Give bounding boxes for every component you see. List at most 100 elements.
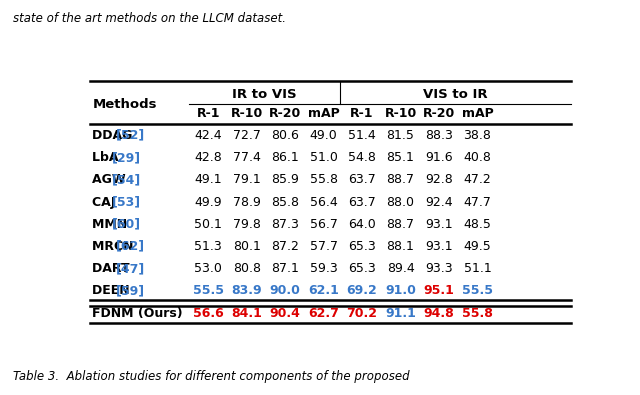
Text: 87.1: 87.1 <box>271 262 299 275</box>
Text: 49.0: 49.0 <box>310 129 337 142</box>
Text: CAJ: CAJ <box>92 196 120 209</box>
Text: 88.7: 88.7 <box>387 218 415 231</box>
Text: R-20: R-20 <box>423 107 455 120</box>
Text: 49.1: 49.1 <box>195 173 222 186</box>
Text: [59]: [59] <box>116 284 145 297</box>
Text: 88.7: 88.7 <box>387 173 415 186</box>
Text: 63.7: 63.7 <box>348 173 376 186</box>
Text: 38.8: 38.8 <box>463 129 492 142</box>
Text: 56.7: 56.7 <box>310 218 337 231</box>
Text: 93.1: 93.1 <box>425 240 452 253</box>
Text: 62.1: 62.1 <box>308 284 339 297</box>
Text: R-10: R-10 <box>385 107 417 120</box>
Text: [62]: [62] <box>116 240 145 253</box>
Text: [47]: [47] <box>116 262 145 275</box>
Text: 77.4: 77.4 <box>233 151 260 164</box>
Text: 87.2: 87.2 <box>271 240 299 253</box>
Text: 85.8: 85.8 <box>271 196 300 209</box>
Text: [60]: [60] <box>111 218 141 231</box>
Text: 47.2: 47.2 <box>463 173 492 186</box>
Text: [52]: [52] <box>116 129 145 142</box>
Text: 81.5: 81.5 <box>387 129 415 142</box>
Text: 92.4: 92.4 <box>425 196 452 209</box>
Text: DEEN: DEEN <box>92 284 134 297</box>
Text: 69.2: 69.2 <box>347 284 378 297</box>
Text: 63.7: 63.7 <box>348 196 376 209</box>
Text: R-1: R-1 <box>196 107 220 120</box>
Text: 47.7: 47.7 <box>463 196 492 209</box>
Text: 49.5: 49.5 <box>463 240 492 253</box>
Text: 55.8: 55.8 <box>310 173 338 186</box>
Text: 72.7: 72.7 <box>233 129 260 142</box>
Text: 70.2: 70.2 <box>347 307 378 320</box>
Text: 80.1: 80.1 <box>233 240 260 253</box>
Text: DART: DART <box>92 262 134 275</box>
Text: 94.8: 94.8 <box>424 307 454 320</box>
Text: 79.8: 79.8 <box>233 218 260 231</box>
Text: [54]: [54] <box>111 173 141 186</box>
Text: 85.9: 85.9 <box>271 173 299 186</box>
Text: 90.0: 90.0 <box>270 284 301 297</box>
Text: 83.9: 83.9 <box>232 284 262 297</box>
Text: Table 3.  Ablation studies for different components of the proposed: Table 3. Ablation studies for different … <box>13 370 410 383</box>
Text: mAP: mAP <box>461 107 493 120</box>
Text: 93.3: 93.3 <box>425 262 452 275</box>
Text: [29]: [29] <box>111 151 141 164</box>
Text: 88.0: 88.0 <box>387 196 415 209</box>
Text: 90.4: 90.4 <box>270 307 301 320</box>
Text: 79.1: 79.1 <box>233 173 260 186</box>
Text: R-10: R-10 <box>230 107 263 120</box>
Text: Methods: Methods <box>92 98 157 111</box>
Text: 65.3: 65.3 <box>348 262 376 275</box>
Text: 62.7: 62.7 <box>308 307 339 320</box>
Text: 91.1: 91.1 <box>385 307 416 320</box>
Text: 53.0: 53.0 <box>195 262 222 275</box>
Text: 84.1: 84.1 <box>231 307 262 320</box>
Text: 80.8: 80.8 <box>233 262 260 275</box>
Text: R-1: R-1 <box>350 107 374 120</box>
Text: 42.8: 42.8 <box>195 151 222 164</box>
Text: 50.1: 50.1 <box>195 218 222 231</box>
Text: 55.5: 55.5 <box>193 284 224 297</box>
Text: 56.6: 56.6 <box>193 307 224 320</box>
Text: IR to VIS: IR to VIS <box>232 88 297 102</box>
Text: LbA: LbA <box>92 151 124 164</box>
Text: 55.5: 55.5 <box>462 284 493 297</box>
Text: 64.0: 64.0 <box>348 218 376 231</box>
Text: 89.4: 89.4 <box>387 262 415 275</box>
Text: 93.1: 93.1 <box>425 218 452 231</box>
Text: 57.7: 57.7 <box>310 240 338 253</box>
Text: 95.1: 95.1 <box>424 284 454 297</box>
Text: 55.8: 55.8 <box>462 307 493 320</box>
Text: 40.8: 40.8 <box>463 151 492 164</box>
Text: 80.6: 80.6 <box>271 129 299 142</box>
Text: 92.8: 92.8 <box>425 173 453 186</box>
Text: AGW: AGW <box>92 173 131 186</box>
Text: MMN: MMN <box>92 218 132 231</box>
Text: 49.9: 49.9 <box>195 196 222 209</box>
Text: 91.6: 91.6 <box>425 151 452 164</box>
Text: 59.3: 59.3 <box>310 262 337 275</box>
Text: MRCN: MRCN <box>92 240 138 253</box>
Text: state of the art methods on the LLCM dataset.: state of the art methods on the LLCM dat… <box>13 12 286 25</box>
Text: R-20: R-20 <box>269 107 301 120</box>
Text: 78.9: 78.9 <box>233 196 260 209</box>
Text: 51.4: 51.4 <box>348 129 376 142</box>
Text: 88.3: 88.3 <box>425 129 453 142</box>
Text: DDAG: DDAG <box>92 129 137 142</box>
Text: 51.0: 51.0 <box>310 151 337 164</box>
Text: 54.8: 54.8 <box>348 151 376 164</box>
Text: 65.3: 65.3 <box>348 240 376 253</box>
Text: 51.1: 51.1 <box>463 262 492 275</box>
Text: 86.1: 86.1 <box>271 151 299 164</box>
Text: 42.4: 42.4 <box>195 129 222 142</box>
Text: [53]: [53] <box>111 196 141 209</box>
Text: 87.3: 87.3 <box>271 218 299 231</box>
Text: 56.4: 56.4 <box>310 196 337 209</box>
Text: mAP: mAP <box>308 107 340 120</box>
Text: 88.1: 88.1 <box>387 240 415 253</box>
Text: 48.5: 48.5 <box>463 218 492 231</box>
Text: 51.3: 51.3 <box>195 240 222 253</box>
Text: VIS to IR: VIS to IR <box>424 88 488 102</box>
Text: 91.0: 91.0 <box>385 284 416 297</box>
